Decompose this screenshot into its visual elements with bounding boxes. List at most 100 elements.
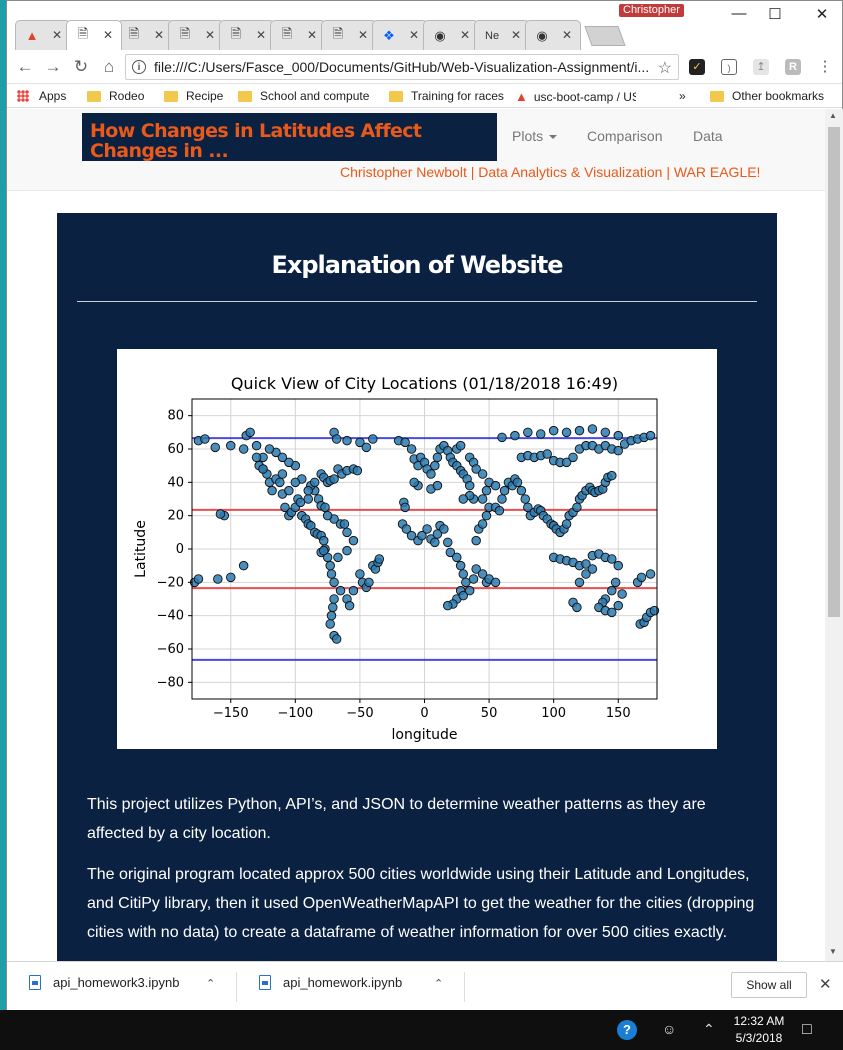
menu-icon[interactable]: ⋮ [817,58,833,75]
close-icon[interactable]: ✕ [357,28,368,42]
data-point [264,444,275,454]
chevron-up-icon[interactable]: ⌃ [703,1021,715,1037]
extension-icon[interactable]: ✓ [689,59,705,75]
bookmark-other[interactable]: Other bookmarks [710,89,824,103]
close-icon[interactable]: ✕ [510,28,521,42]
data-point [499,485,510,496]
data-point [461,577,471,588]
profile-button[interactable]: Christopher [619,4,684,17]
data-point [645,569,656,579]
maximize-icon[interactable]: ☐ [768,6,782,23]
show-all-button[interactable]: Show all [731,972,807,998]
tab-github[interactable]: ◉ ✕ [525,20,581,50]
close-icon[interactable]: ✕ [459,28,470,42]
data-point [455,560,466,571]
data-point [574,577,585,588]
bookmark-folder[interactable]: School and compute [238,89,372,103]
data-point [303,494,313,504]
bookmark-gitlab[interactable]: ▲ usc-boot-camp / US [515,89,636,104]
nav-data[interactable]: Data [693,128,723,144]
data-point [464,480,475,491]
data-point [523,427,533,438]
toolbar: ← → ↻ ⌂ i file:///C:/Users/Fasce_000/Doc… [7,50,842,84]
data-point [374,554,385,564]
github-icon: ◉ [536,27,548,43]
tab-page[interactable]: 🗎 ✕ [270,20,326,50]
scroll-thumb[interactable] [828,127,840,617]
data-point [277,469,288,479]
tab-current[interactable]: 🗎 ✕ [66,20,122,50]
data-point [348,535,359,546]
tab-page[interactable]: 🗎 ✕ [117,20,173,50]
tab-page[interactable]: 🗎 ✕ [168,20,224,50]
chevron-up-icon[interactable]: ⌃ [206,978,216,990]
data-point [342,435,352,446]
bookmark-apps[interactable]: Apps [17,89,66,103]
close-icon[interactable]: ✕ [408,28,419,42]
nav-comparison[interactable]: Comparison [587,128,663,144]
page-icon: 🗎 [281,25,293,41]
data-point [309,477,320,488]
scroll-down-icon[interactable]: ▼ [829,947,837,956]
download-item[interactable]: api_homework3.ipynb [29,975,179,990]
system-clock[interactable]: 12:32 AM 5/3/2018 [724,1013,794,1047]
bookmark-folder[interactable]: Recipe [164,89,223,103]
tab-page[interactable]: 🗎 ✕ [321,20,377,50]
close-icon[interactable]: ✕ [819,976,832,993]
bookmarks-overflow-button[interactable]: » [679,89,686,103]
minimize-icon[interactable]: — [731,5,747,22]
download-item[interactable]: api_homework.ipynb [259,975,402,990]
r-extension-icon[interactable]: R [785,59,801,75]
reload-icon[interactable]: ↻ [73,57,89,76]
data-point [636,572,647,583]
close-window-icon[interactable]: ✕ [815,6,829,23]
close-icon[interactable]: ✕ [102,28,113,42]
site-subtitle: Christopher Newbolt | Data Analytics & V… [340,164,761,180]
close-icon[interactable]: ✕ [255,28,266,42]
home-icon[interactable]: ⌂ [103,57,115,76]
bookmark-label: usc-boot-camp / US [533,89,636,104]
close-icon[interactable]: ✕ [306,28,317,42]
chevron-up-icon[interactable]: ⌃ [434,978,444,990]
page-scrollbar[interactable]: ▲ ▼ [825,109,843,961]
divider [464,972,465,1002]
x-tick-label: 100 [541,706,566,721]
tab-new[interactable]: Ne ✕ [474,20,530,50]
data-point [607,585,617,596]
data-point [344,600,355,611]
tab-github[interactable]: ◉ ✕ [423,20,479,50]
close-icon[interactable]: ✕ [204,28,215,42]
data-point [561,519,572,529]
folder-icon [389,90,403,102]
back-icon[interactable]: ← [16,57,34,76]
help-icon[interactable]: ? [617,1020,637,1040]
close-icon[interactable]: ✕ [561,28,572,42]
forward-icon[interactable]: → [44,57,62,76]
bookmark-folder[interactable]: Rodeo [87,89,144,103]
scroll-up-icon[interactable]: ▲ [829,111,837,120]
close-icon[interactable]: ✕ [153,28,164,42]
data-point [430,460,440,471]
people-icon[interactable]: ☺ [662,1021,677,1037]
brand-title[interactable]: How Changes in Latitudes Affect Changes … [82,113,497,161]
download-name: api_homework.ipynb [283,975,403,990]
bookmark-folder[interactable]: Training for races [389,89,504,103]
tab-dropbox[interactable]: ❖ ✕ [372,20,428,50]
data-point [613,600,624,611]
tab-gitlab[interactable]: ▲ ✕ [15,20,71,50]
bookmark-label: Rodeo [109,89,145,103]
cast-icon[interactable]: ) [721,59,737,75]
pdf-extension-icon[interactable]: ↥ [753,59,769,75]
data-point [574,425,585,436]
tab-strip: ▲ ✕ 🗎 ✕ 🗎 ✕ 🗎 ✕ 🗎 ✕ 🗎 ✕ 🗎 ✕ ❖ ✕ ◉ ✕ Ne ✕ ◉ ✕ [15,20,626,50]
data-point [645,430,656,441]
nav-plots-dropdown[interactable]: Plots [512,128,558,144]
tab-page[interactable]: 🗎 ✕ [219,20,275,50]
new-tab-button[interactable] [584,26,626,46]
address-bar[interactable]: i file:///C:/Users/Fasce_000/Documents/G… [125,54,679,80]
bookmark-star-icon[interactable]: ☆ [657,60,672,77]
info-icon[interactable]: i [132,60,146,74]
notifications-icon[interactable]: □ [802,1021,812,1038]
github-icon: ◉ [434,27,446,43]
close-icon[interactable]: ✕ [51,28,62,42]
